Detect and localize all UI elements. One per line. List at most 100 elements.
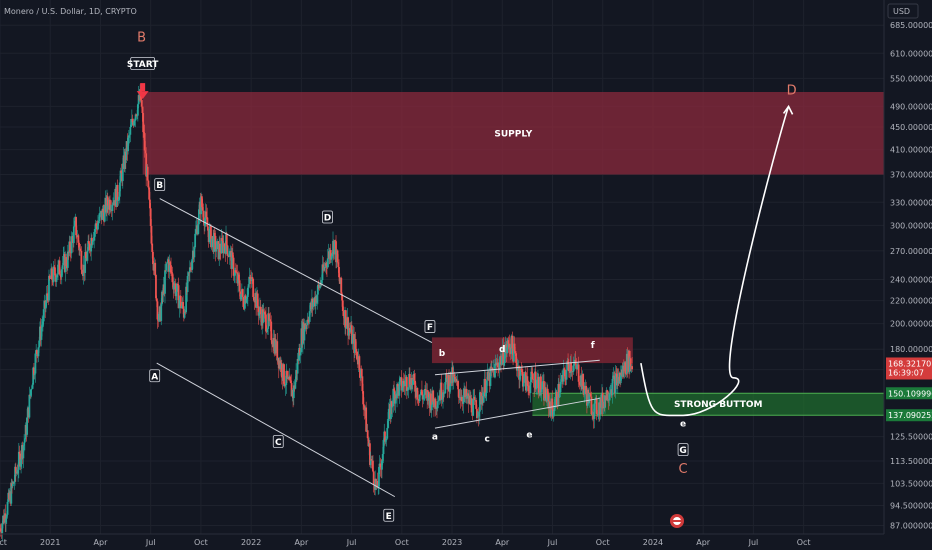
candle-body	[184, 312, 187, 313]
time-tick-label: Jul	[547, 538, 558, 547]
candle-body	[34, 353, 37, 374]
price-tick-label: 300.00000000	[890, 221, 932, 230]
candle-body	[290, 383, 293, 397]
candle-body	[276, 341, 279, 361]
candle-body	[53, 266, 56, 268]
candle-body	[558, 383, 560, 398]
candle-body	[516, 367, 519, 371]
candle-body	[365, 407, 368, 432]
candle-body	[13, 481, 16, 484]
candle-body	[448, 374, 450, 392]
candle-body	[503, 351, 506, 364]
candle-body	[5, 518, 7, 523]
candle-body	[42, 309, 45, 322]
zone-rect	[431, 337, 633, 364]
time-tick-label: Apr	[294, 538, 309, 547]
currency-label[interactable]: USD	[893, 7, 910, 16]
candle-body	[625, 373, 627, 375]
candle-body	[186, 276, 189, 293]
candle-body	[242, 296, 245, 307]
price-tick-label: 200.00000000	[890, 320, 932, 329]
candle-body	[223, 243, 226, 247]
candle-body	[109, 199, 111, 211]
candle-body	[423, 394, 426, 396]
candle-body	[23, 439, 26, 443]
candle-body	[58, 260, 61, 275]
candle-body	[386, 427, 389, 439]
candle-body	[399, 378, 401, 382]
candle-body	[387, 420, 389, 428]
candle-body	[249, 277, 252, 279]
candle-body	[269, 319, 272, 322]
candle-body	[210, 238, 213, 247]
candle-body	[168, 262, 171, 272]
candle-body	[559, 381, 562, 393]
support-top-tag	[886, 387, 932, 400]
candle-body	[4, 513, 7, 523]
candle-body	[466, 396, 469, 399]
candle-body	[440, 382, 443, 400]
price-axis[interactable]	[884, 0, 932, 534]
candle-body	[506, 340, 509, 348]
candle-body	[147, 180, 150, 188]
candle-body	[55, 277, 58, 282]
candle-body	[589, 393, 591, 394]
candle-body	[128, 134, 131, 136]
wave-letter: B	[137, 31, 146, 46]
candle-body	[609, 393, 612, 395]
currency-box[interactable]	[887, 3, 919, 19]
candle-body	[396, 384, 398, 399]
candle-body	[134, 114, 137, 121]
candle-body	[164, 270, 167, 271]
candle-body	[127, 137, 129, 152]
trendline	[434, 397, 600, 429]
candle-body	[118, 196, 120, 200]
candle-body	[582, 373, 585, 386]
logo-icon[interactable]	[670, 514, 684, 528]
candle-body	[521, 370, 524, 372]
trendlines-layer	[136, 83, 794, 498]
price-tick-label: 220.00000000	[890, 297, 932, 306]
candle-body	[176, 283, 179, 286]
candle-body	[41, 324, 44, 328]
candle-body	[11, 482, 14, 487]
candle-body	[143, 132, 145, 134]
candle-body	[179, 295, 182, 309]
time-tick-label: Jul	[145, 538, 156, 547]
candle-body	[187, 272, 190, 277]
candle-body	[84, 252, 87, 259]
candle-body	[248, 277, 251, 285]
candle-body	[356, 351, 359, 360]
candle-body	[194, 233, 197, 248]
candle-body	[387, 408, 390, 421]
candle-body	[142, 113, 145, 133]
wave-label-box	[424, 320, 436, 333]
candle-body	[434, 398, 437, 409]
candle-body	[604, 395, 606, 409]
projection-curve	[640, 106, 790, 417]
price-tick-label: 125.50000000	[890, 433, 932, 442]
candle-body	[442, 392, 445, 394]
candle-body	[362, 404, 365, 407]
candle-body	[384, 431, 386, 442]
candle-body	[22, 445, 25, 459]
candle-body	[246, 296, 249, 299]
candle-body	[430, 404, 433, 411]
wave-label-box	[677, 443, 689, 456]
candle-body	[150, 225, 153, 244]
candle-body	[135, 114, 138, 116]
candle-body	[340, 278, 343, 294]
candle-body	[624, 362, 627, 374]
candle-body	[28, 394, 31, 418]
candle-body	[46, 293, 49, 296]
candle-body	[131, 118, 134, 123]
candle-body	[572, 365, 575, 372]
candle-body	[280, 363, 283, 378]
candle-body	[70, 236, 73, 254]
projection-arrowhead	[782, 104, 794, 115]
candle-body	[231, 252, 233, 269]
candle-body	[120, 170, 123, 173]
time-axis-ticks[interactable]: Oct 2021 Apr Jul Oct 2022 Apr Jul Oct 2023 Apr Jul O…	[0, 538, 811, 547]
candle-body	[558, 392, 561, 398]
